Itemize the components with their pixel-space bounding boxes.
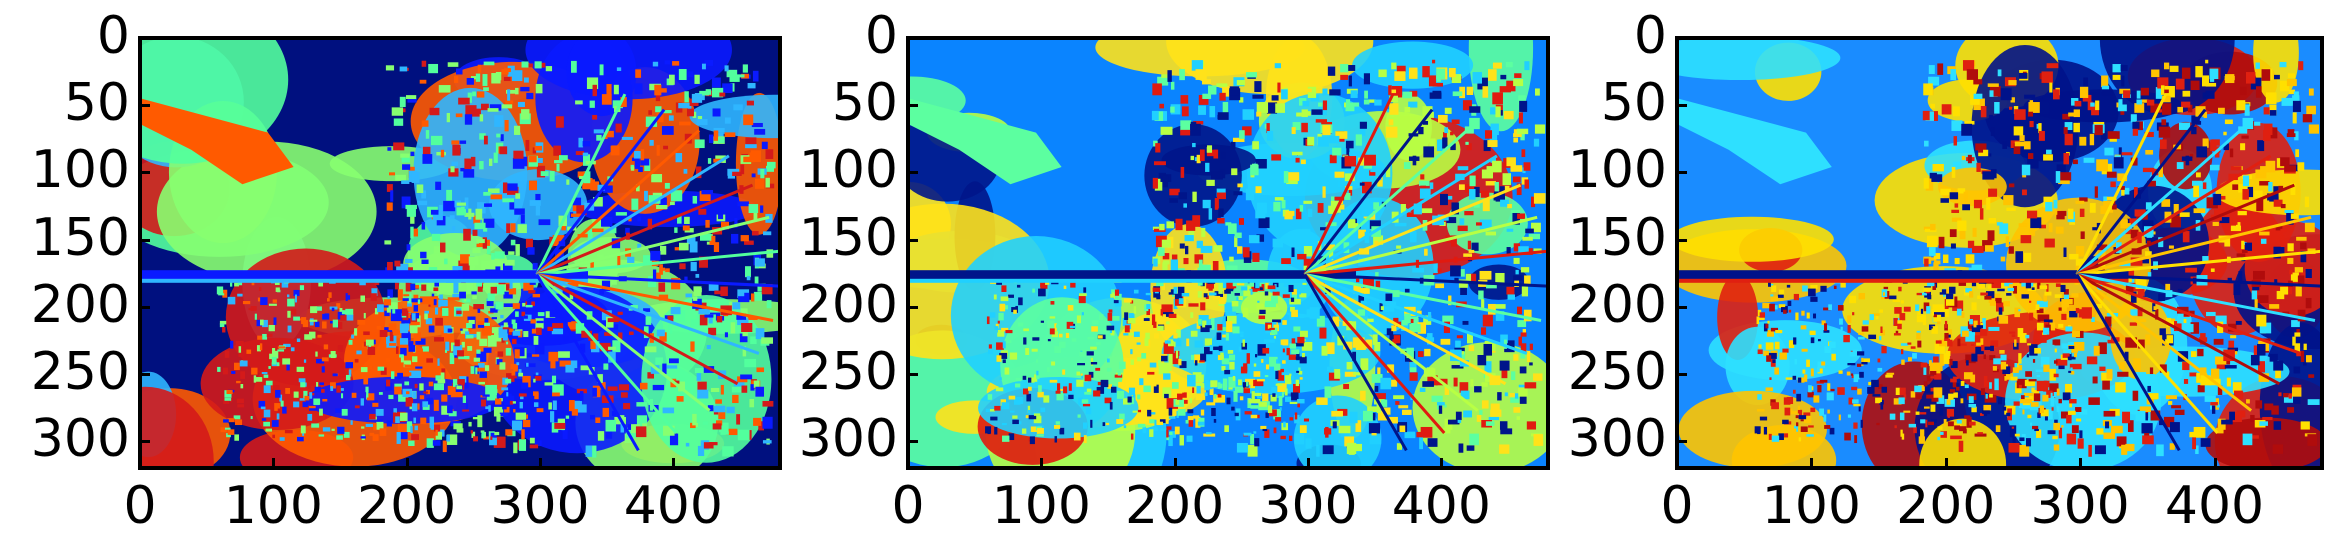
panel-2-x-tick-mark bbox=[1440, 458, 1444, 468]
panel-3-image bbox=[1677, 38, 2322, 468]
panel-3-y-tick-mark bbox=[1677, 372, 1687, 376]
panel-1-x-tick-label: 300 bbox=[490, 476, 590, 536]
panel-2-x-tick-mark bbox=[1307, 458, 1310, 468]
panel-2-x-tick-label: 300 bbox=[1258, 476, 1358, 536]
panel-3-y-tick-mark bbox=[1677, 440, 1687, 444]
panel-3-x-tick-mark bbox=[2079, 458, 2083, 468]
panel-2-image bbox=[908, 38, 1548, 468]
panel-2-y-tick-mark bbox=[908, 372, 918, 376]
panel-1-pseudocolor-raster bbox=[140, 38, 780, 468]
panel-1-y-tick-label: 50 bbox=[63, 73, 130, 134]
panel-2-y-tick-label: 250 bbox=[798, 341, 898, 402]
panel-2-y-tick-label: 0 bbox=[864, 6, 898, 66]
panel-3-y-tick-mark bbox=[1677, 238, 1687, 242]
panel-1-image bbox=[140, 38, 780, 468]
panel-2-y-tick-label: 200 bbox=[798, 274, 898, 335]
panel-2-pseudocolor-raster bbox=[908, 38, 1548, 468]
panel-3-y-tick-mark bbox=[1677, 171, 1687, 175]
panel-3-x-tick-mark bbox=[1944, 458, 1948, 468]
panel-1-y-tick-label: 0 bbox=[96, 6, 130, 66]
panel-2-x-tick-label: 100 bbox=[991, 476, 1091, 536]
panel-3-y-tick-label: 150 bbox=[1567, 207, 1667, 268]
panel-2-y-tick-label: 50 bbox=[831, 73, 898, 134]
panel-3-pseudocolor-raster bbox=[1677, 38, 2322, 468]
panel-1-y-tick-label: 300 bbox=[30, 409, 130, 470]
panel-3-x-tick-label: 200 bbox=[1896, 476, 1996, 536]
panel-3-y-tick-label: 50 bbox=[1600, 73, 1667, 134]
panel-2-x-tick-mark bbox=[1040, 458, 1044, 468]
panel-3-x-tick-label: 300 bbox=[2030, 476, 2130, 536]
panel-2-y-tick-mark bbox=[908, 37, 918, 40]
panel-3-x-tick-label: 0 bbox=[1660, 476, 1694, 536]
panel-1-y-tick-mark bbox=[140, 305, 150, 309]
panel-1-x-tick-label: 400 bbox=[623, 476, 723, 536]
panel-1-x-tick-mark bbox=[539, 458, 542, 468]
panel-3-x-tick-mark bbox=[1810, 458, 1814, 468]
panel-1-y-tick-mark bbox=[140, 104, 150, 108]
panel-3-x-tick-label: 400 bbox=[2164, 476, 2265, 536]
panel-1-x-tick-mark bbox=[672, 458, 676, 468]
panel-2-x-tick-mark bbox=[1173, 458, 1177, 468]
panel-1-y-tick-mark bbox=[140, 440, 150, 444]
panel-2-y-tick-mark bbox=[908, 238, 918, 242]
panel-3-x-tick-mark bbox=[2213, 458, 2217, 468]
panel-2-y-tick-label: 100 bbox=[798, 140, 898, 201]
panel-3-y-tick-label: 0 bbox=[1633, 6, 1667, 66]
panel-1-y-tick-label: 250 bbox=[30, 341, 130, 402]
panel-2-y-tick-mark bbox=[908, 305, 918, 309]
panel-1-y-tick-mark bbox=[140, 372, 150, 376]
panel-1-x-tick-label: 200 bbox=[357, 476, 457, 536]
panel-1-x-tick-label: 0 bbox=[123, 476, 157, 536]
panel-2-x-tick-label: 400 bbox=[1391, 476, 1491, 536]
panel-3-y-tick-label: 250 bbox=[1567, 341, 1667, 402]
panel-1-x-tick-mark bbox=[139, 458, 142, 468]
panel-3-y-tick-label: 300 bbox=[1567, 409, 1667, 470]
panel-3-x-tick-label: 100 bbox=[1761, 476, 1861, 536]
panel-1-y-tick-label: 200 bbox=[30, 274, 130, 335]
panel-3-y-tick-label: 200 bbox=[1567, 274, 1667, 335]
panel-1-y-tick-label: 100 bbox=[30, 140, 130, 201]
panel-1-y-tick-mark bbox=[140, 171, 150, 175]
panel-1-y-tick-mark bbox=[140, 37, 150, 40]
panel-2-x-tick-mark bbox=[907, 458, 910, 468]
panel-3-y-tick-mark bbox=[1677, 104, 1687, 108]
panel-3-y-tick-mark bbox=[1677, 305, 1687, 309]
panel-3-y-tick-label: 100 bbox=[1567, 140, 1667, 201]
panel-1-x-tick-mark bbox=[272, 458, 276, 468]
panel-2-x-tick-label: 200 bbox=[1125, 476, 1225, 536]
panel-2-y-tick-mark bbox=[908, 104, 918, 108]
panel-3-x-tick-mark bbox=[1676, 458, 1679, 468]
panel-1-y-tick-mark bbox=[140, 238, 150, 242]
panel-2-x-tick-label: 0 bbox=[891, 476, 925, 536]
panel-2-y-tick-label: 300 bbox=[798, 409, 898, 470]
panel-2-y-tick-label: 150 bbox=[798, 207, 898, 268]
panel-1-y-tick-label: 150 bbox=[30, 207, 130, 268]
panel-1-x-tick-label: 100 bbox=[223, 476, 323, 536]
panel-3-y-tick-mark bbox=[1677, 37, 1687, 40]
panel-1-x-tick-mark bbox=[405, 458, 409, 468]
panel-2-y-tick-mark bbox=[908, 171, 918, 175]
panel-2-y-tick-mark bbox=[908, 440, 918, 444]
